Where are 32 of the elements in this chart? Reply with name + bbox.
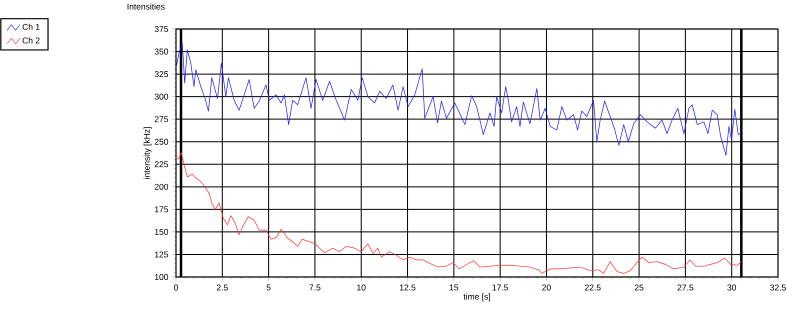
y-tick-label: 300 [154, 94, 168, 100]
y-tick-label: 250 [154, 138, 168, 145]
x-tick-label: 25 [634, 284, 644, 291]
x-tick-label: 12.5 [400, 284, 416, 291]
x-tick-label: 15 [450, 284, 458, 290]
y-tick-label: 325 [154, 71, 168, 78]
legend-label: Ch 1 [22, 24, 40, 30]
y-tick-label: 275 [154, 116, 168, 122]
y-tick-label: 200 [154, 184, 168, 190]
y-tick-label: 375 [154, 26, 168, 32]
line-series [176, 43, 741, 156]
chart-title: Intensities [128, 3, 165, 10]
x-tick-label: 10 [357, 284, 366, 291]
y-tick-label: 350 [154, 48, 168, 55]
x-tick-label: 0 [174, 284, 178, 291]
x-tick-label: 17.5 [492, 284, 508, 290]
y-axis-title: intensity [kHz] [144, 127, 152, 179]
y-tick-label: 150 [154, 228, 168, 235]
x-tick-label: 20 [542, 284, 551, 291]
y-tick-label: 100 [154, 274, 168, 280]
x-tick-label: 7.5 [309, 284, 320, 290]
y-tick-label: 125 [154, 251, 168, 258]
x-tick-label: 32.5 [770, 284, 786, 291]
x-tick-label: 22.5 [584, 284, 601, 291]
legend-label: Ch 2 [22, 37, 40, 44]
x-axis-title: time [s] [463, 293, 490, 302]
x-tick-label: 30 [727, 284, 736, 291]
y-tick-label: 175 [154, 206, 168, 212]
x-tick-label: 5 [266, 284, 271, 290]
x-tick-label: 2.5 [216, 284, 228, 291]
x-tick-label: 27.5 [678, 284, 694, 291]
y-tick-label: 225 [154, 161, 168, 168]
